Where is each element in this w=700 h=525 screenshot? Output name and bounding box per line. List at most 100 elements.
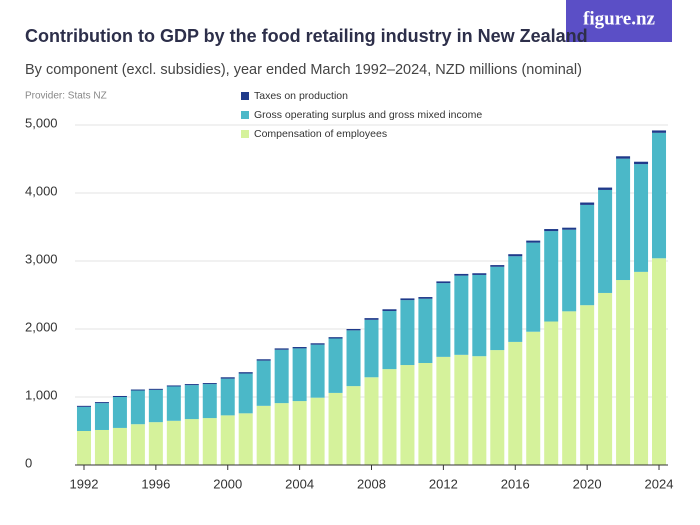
bar-segment [598,187,613,190]
bar-segment [634,271,649,465]
bar-segment [220,415,235,465]
y-tick-label: 3,000 [25,251,58,266]
bar-segment [418,297,433,299]
bar-segment [454,273,469,276]
y-tick-label: 1,000 [25,387,58,402]
bar-segment [274,348,289,350]
y-tick-label: 0 [25,455,32,470]
bar-segment [94,402,109,404]
bar-segment [202,384,217,419]
bar-segment [94,403,109,430]
x-tick-label: 2008 [357,476,386,491]
bar-segment [310,397,325,465]
bar-segment [508,341,523,465]
legend-label: Gross operating surplus and gross mixed … [254,109,482,121]
bar-segment [652,258,667,465]
legend-swatch [241,111,249,119]
bar-segment [166,385,181,387]
bar-segment [382,310,397,370]
bar-segment [292,347,307,349]
bar-segment [634,161,649,165]
x-tick-label: 2024 [645,476,674,491]
bar-segment [112,427,127,465]
bar-segment [472,273,487,275]
bar-segment [292,401,307,465]
bar-segment [490,265,505,267]
bar-segment [364,318,379,320]
bar-segment [328,337,343,339]
bar-segment [310,344,325,398]
bar-segment [166,386,181,421]
bar-segment [580,204,595,306]
bar-segment [238,372,253,374]
bar-segment [508,256,523,342]
bar-segment [526,240,541,243]
y-tick-label: 2,000 [25,319,58,334]
bar-segment [346,330,361,387]
bar-segment [598,189,613,293]
bar-segment [274,349,289,404]
bar-segment [256,360,271,406]
bar-segment [400,300,415,366]
bar-segment [76,405,91,407]
bar-segment [490,350,505,465]
bar-segment [364,319,379,378]
bar-segment [472,356,487,465]
bar-segment [184,419,199,465]
bar-segment [634,164,649,272]
x-tick-label: 2004 [285,476,314,491]
bar-segment [598,292,613,465]
bar-segment [454,275,469,355]
legend-swatch [241,92,249,100]
bar-segment [346,329,361,331]
bar-segment [400,298,415,301]
x-tick-label: 2016 [501,476,530,491]
bar-segment [112,395,127,397]
bar-segment [652,130,667,133]
x-tick-label: 1992 [70,476,99,491]
bar-segment [328,338,343,393]
provider: Provider: Stats NZ [25,91,107,102]
bar-segment [112,397,127,428]
bar-segment [166,420,181,465]
bar-segment [418,363,433,465]
bar-segment [256,405,271,465]
bar-segment [472,274,487,357]
bar-segment [490,266,505,351]
bar-segment [130,424,145,465]
bar-segment [184,384,199,386]
bar-segment [544,321,559,465]
bar-segment [526,331,541,465]
bar-segment [382,309,397,311]
bar-segment [544,229,559,232]
bar-segment [274,403,289,465]
bar-segment [238,413,253,465]
x-tick-label: 2000 [213,476,242,491]
bar-segment [292,348,307,402]
chart-title: Contribution to GDP by the food retailin… [25,26,588,46]
bar-segment [148,389,163,423]
bar-segment [652,132,667,259]
y-tick-label: 4,000 [25,183,58,198]
bar-segment [76,431,91,465]
bar-segment [310,343,325,345]
bar-segment [562,229,577,312]
bar-segment [562,227,577,230]
bar-segment [238,373,253,414]
brand[interactable]: figure.nz [583,8,656,29]
bar-segment [436,356,451,465]
bar-segment [220,377,235,379]
bar-segment [616,280,631,465]
bar-segment [346,386,361,465]
x-tick-label: 2012 [429,476,458,491]
bar-segment [202,418,217,465]
bar-segment [418,298,433,363]
bar-segment [436,283,451,357]
bar-segment [580,202,595,205]
bar-segment [400,365,415,465]
bar-segment [454,354,469,465]
bar-segment [148,422,163,465]
legend-swatch [241,130,249,138]
bar-segment [130,390,145,425]
